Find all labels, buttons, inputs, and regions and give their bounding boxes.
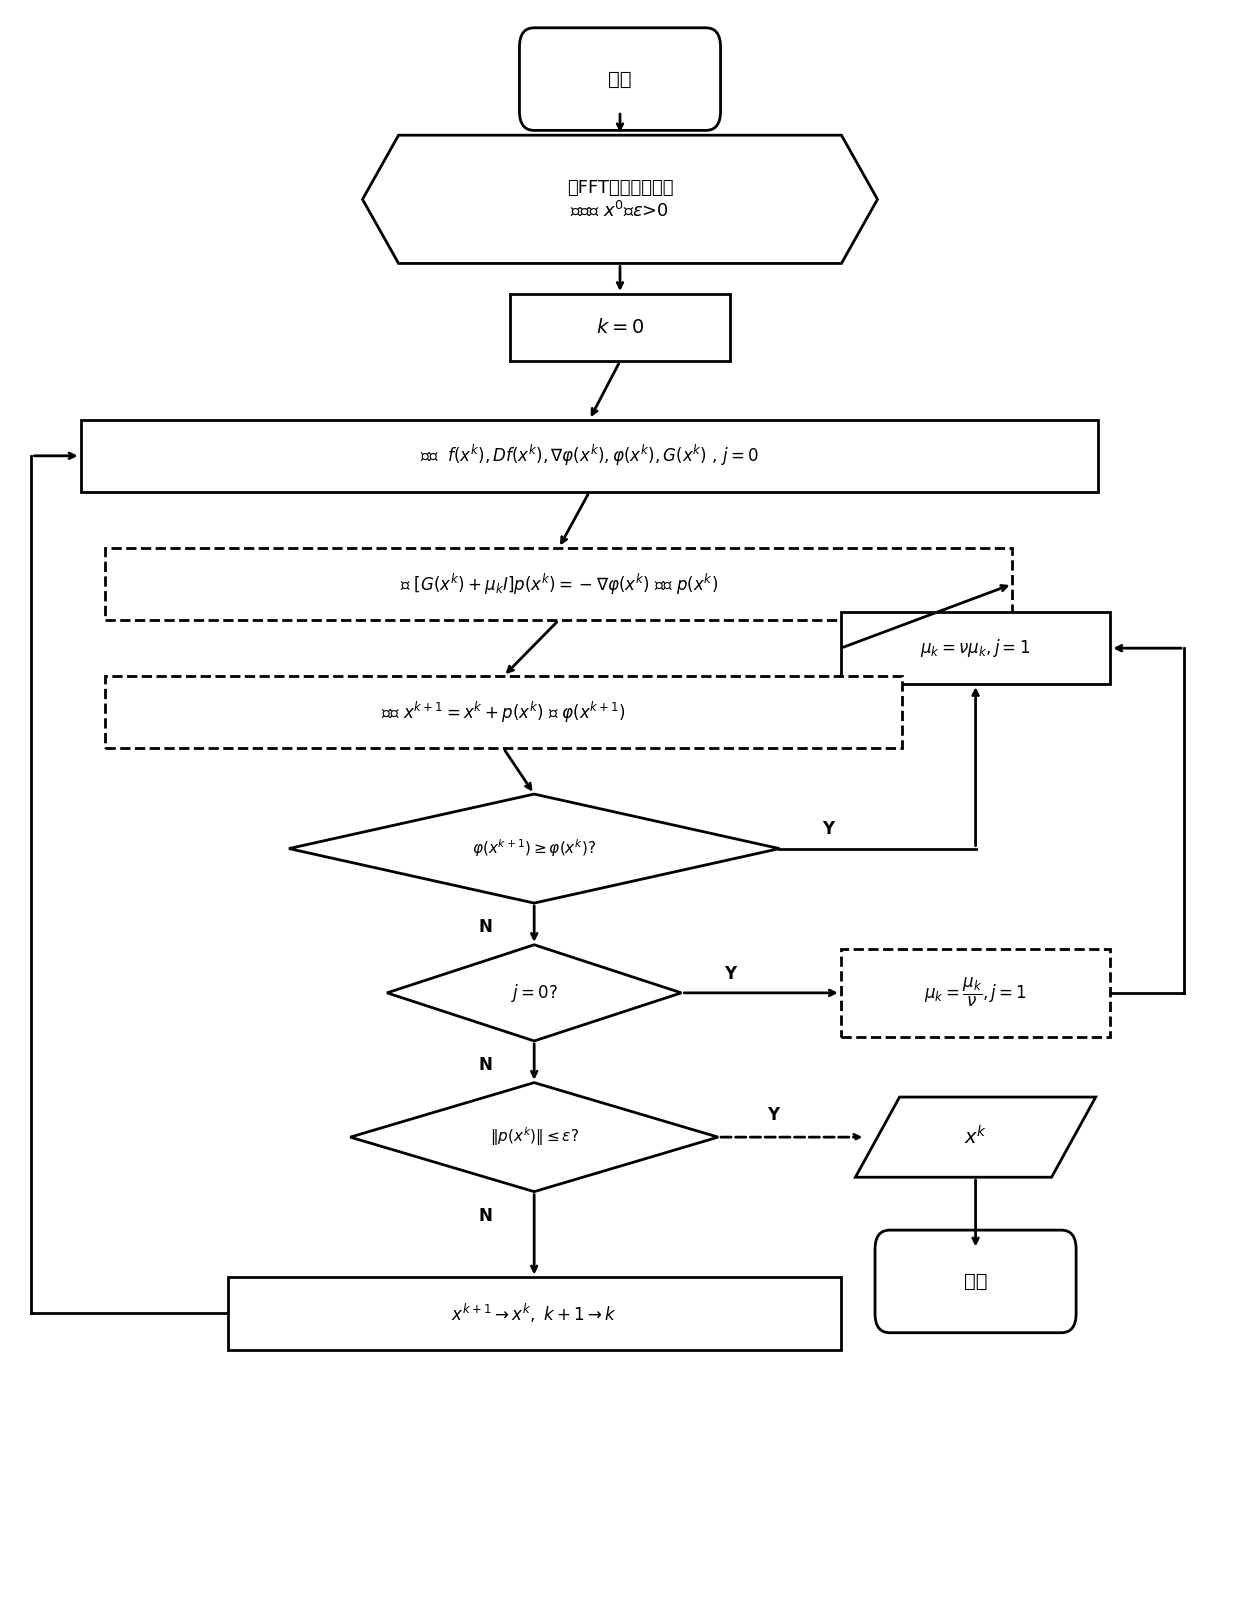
Text: 将FFT的计算结果作
为初值 $x^0$，$\varepsilon$>0: 将FFT的计算结果作 为初值 $x^0$，$\varepsilon$>0: [567, 179, 673, 220]
Polygon shape: [387, 944, 681, 1041]
Polygon shape: [289, 794, 780, 902]
Text: 由 $[G(x^k)+\mu_k I]p(x^k)=-\nabla\varphi(x^k)$ 求得 $p(x^k)$: 由 $[G(x^k)+\mu_k I]p(x^k)=-\nabla\varphi…: [399, 571, 718, 597]
Text: 结束: 结束: [963, 1273, 987, 1290]
Bar: [510, 294, 730, 361]
Text: $\mu_k=\nu\mu_k, j=1$: $\mu_k=\nu\mu_k, j=1$: [920, 637, 1030, 660]
Bar: [105, 676, 901, 749]
Text: Y: Y: [822, 820, 835, 838]
Text: N: N: [479, 1056, 492, 1074]
Text: $k=0$: $k=0$: [596, 319, 644, 336]
Bar: [841, 613, 1111, 684]
Text: $\|p(x^k)\|\leq\varepsilon$?: $\|p(x^k)\|\leq\varepsilon$?: [490, 1125, 579, 1148]
Text: Y: Y: [768, 1106, 779, 1124]
Text: 开始: 开始: [609, 70, 631, 89]
FancyBboxPatch shape: [875, 1231, 1076, 1332]
Text: Y: Y: [724, 965, 737, 983]
Bar: [228, 1277, 841, 1350]
Bar: [81, 420, 1099, 492]
Polygon shape: [350, 1083, 718, 1192]
Polygon shape: [362, 136, 878, 264]
Text: $j=0$?: $j=0$?: [511, 982, 558, 1004]
Bar: [841, 949, 1111, 1036]
Text: $x^k$: $x^k$: [963, 1125, 987, 1148]
Text: N: N: [479, 918, 492, 936]
Text: N: N: [479, 1206, 492, 1224]
Bar: [105, 548, 1012, 621]
Text: $x^{k+1}\rightarrow x^k,\ k+1\rightarrow k$: $x^{k+1}\rightarrow x^k,\ k+1\rightarrow…: [451, 1302, 616, 1324]
FancyBboxPatch shape: [520, 27, 720, 131]
Text: 计算  $f(x^k),Df(x^k),\nabla\varphi(x^k),\varphi(x^k),G(x^k)$ , $j=0$: 计算 $f(x^k),Df(x^k),\nabla\varphi(x^k),\v…: [420, 443, 759, 469]
Text: 计算 $x^{k+1}=x^k+p(x^k)$ 及 $\varphi(x^{k+1})$: 计算 $x^{k+1}=x^k+p(x^k)$ 及 $\varphi(x^{k+…: [381, 700, 626, 724]
Text: $\varphi(x^{k+1})\geq\varphi(x^k)$?: $\varphi(x^{k+1})\geq\varphi(x^k)$?: [472, 838, 596, 859]
Text: $\mu_k=\dfrac{\mu_k}{\nu}, j=1$: $\mu_k=\dfrac{\mu_k}{\nu}, j=1$: [924, 977, 1027, 1009]
Polygon shape: [856, 1096, 1096, 1177]
